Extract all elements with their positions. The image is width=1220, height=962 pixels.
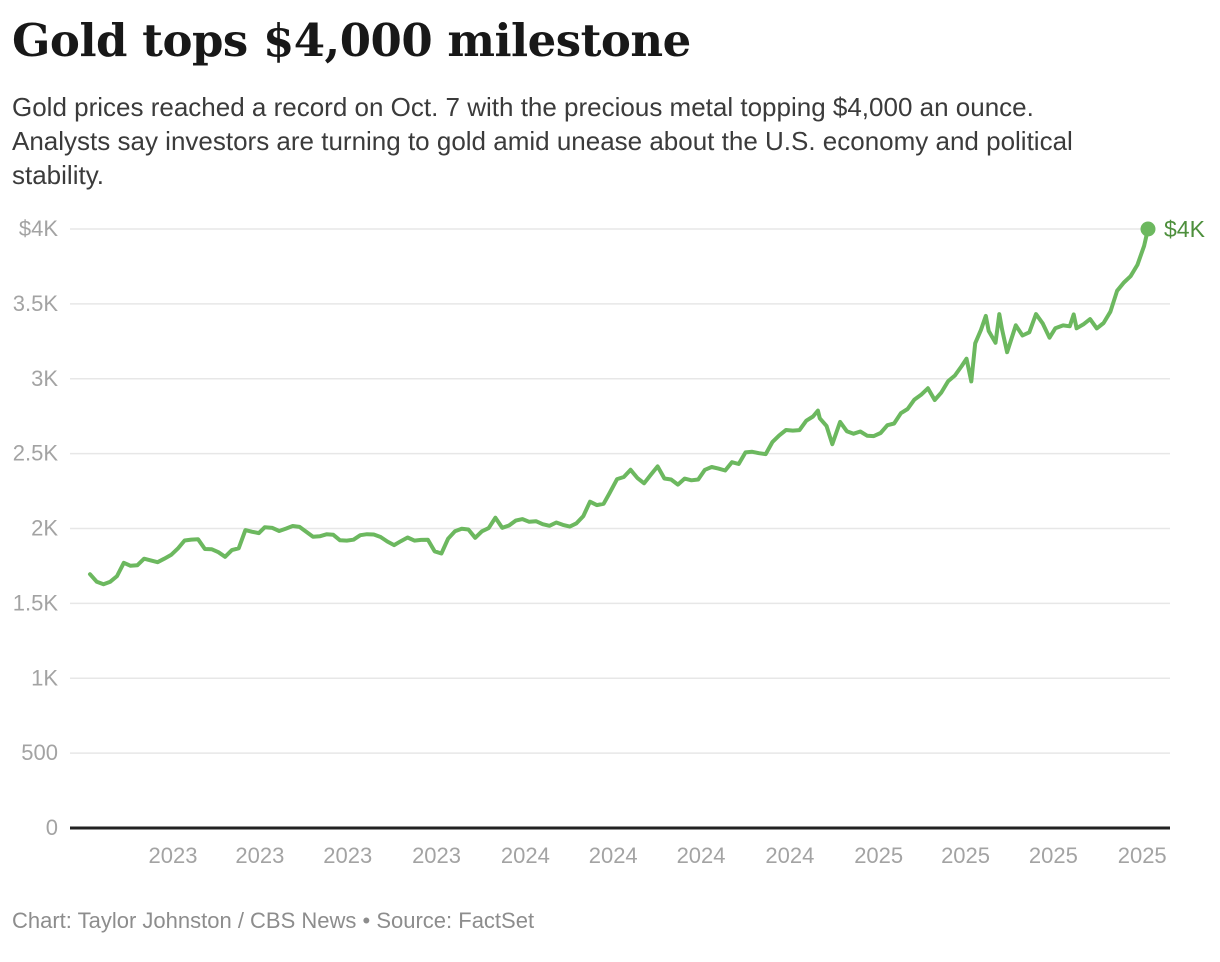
y-tick-label: 3.5K bbox=[13, 290, 59, 315]
endpoint-value-label: $4K bbox=[1164, 216, 1206, 242]
y-tick-label: 1K bbox=[31, 665, 58, 690]
x-tick-label: 2024 bbox=[677, 843, 726, 868]
x-tick-label: 2025 bbox=[941, 843, 990, 868]
x-tick-label: 2025 bbox=[1029, 843, 1078, 868]
x-tick-label: 2023 bbox=[235, 843, 284, 868]
price-line bbox=[88, 226, 1150, 586]
x-tick-label: 2024 bbox=[589, 843, 638, 868]
gold-price-chart: $4K 3.5K 3K 2.5K 2K 1.5K 1K 500 0 2023 2023 2023 202… bbox=[13, 216, 1206, 868]
x-tick-label: 2025 bbox=[1118, 843, 1167, 868]
y-tick-label: 3K bbox=[31, 365, 58, 390]
x-tick-label: 2025 bbox=[854, 843, 903, 868]
chart-subtitle: Gold prices reached a record on Oct. 7 w… bbox=[12, 91, 1073, 190]
y-tick-label: 500 bbox=[21, 740, 58, 765]
x-tick-label: 2024 bbox=[765, 843, 814, 868]
y-tick-label: 0 bbox=[46, 815, 58, 840]
y-tick-label: 1.5K bbox=[13, 590, 59, 615]
y-tick-label: 2K bbox=[31, 515, 58, 540]
chart-credit: Chart: Taylor Johnston / CBS News • Sour… bbox=[12, 907, 535, 933]
x-tick-label: 2023 bbox=[323, 843, 372, 868]
x-tick-label: 2024 bbox=[501, 843, 550, 868]
chart-title: Gold tops $4,000 milestone bbox=[12, 14, 691, 67]
y-tick-label: 2.5K bbox=[13, 440, 59, 465]
endpoint-marker bbox=[1140, 221, 1156, 236]
y-tick-label: $4K bbox=[19, 216, 58, 241]
x-tick-label: 2023 bbox=[149, 843, 198, 868]
x-tick-label: 2023 bbox=[412, 843, 461, 868]
